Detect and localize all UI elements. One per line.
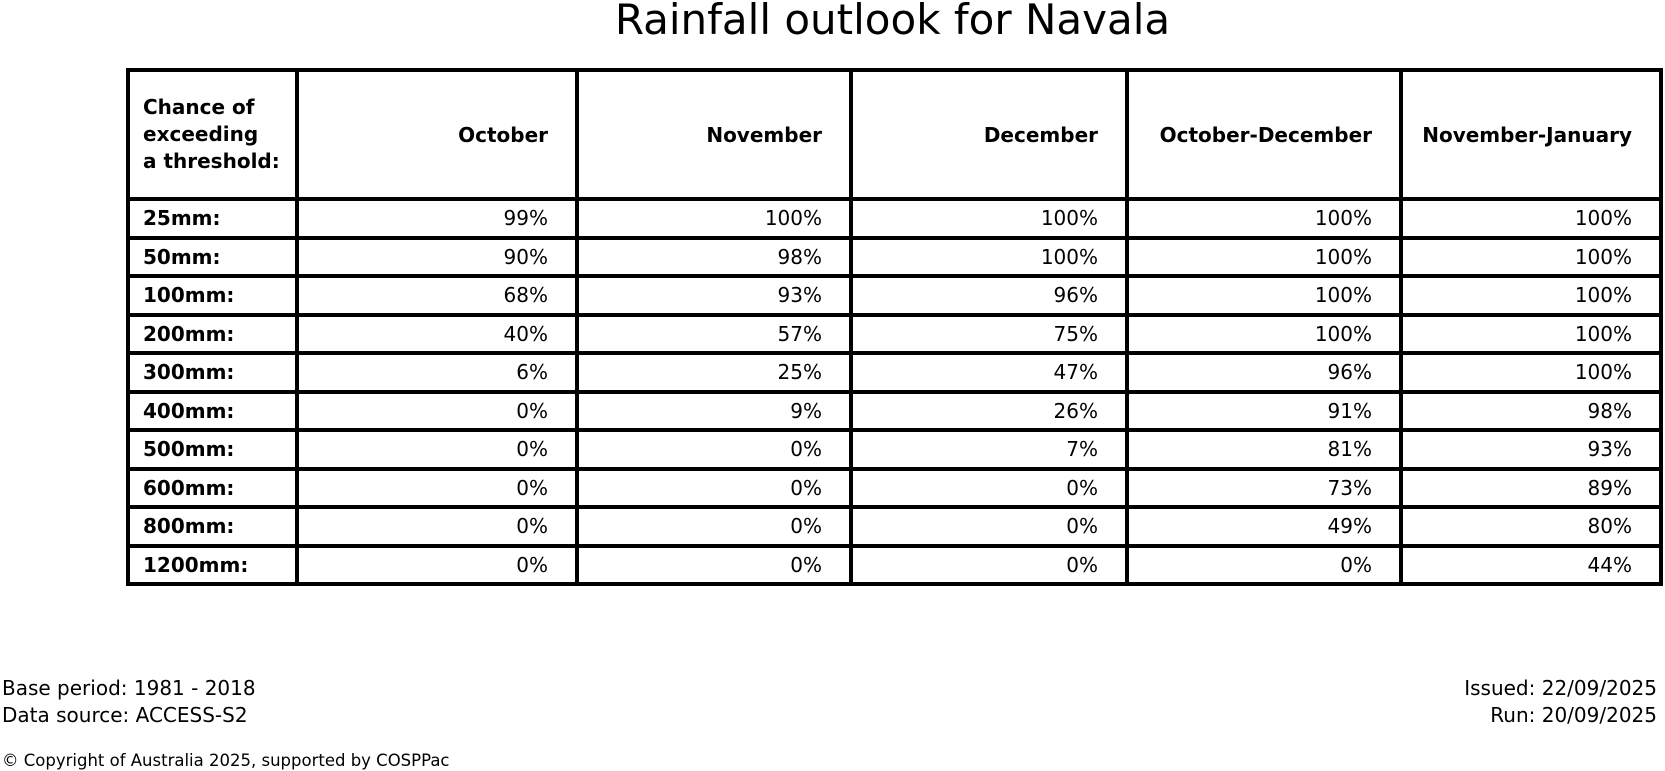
value-cell: 25% [575,351,853,394]
footer-right: Issued: 22/09/2025 Run: 20/09/2025 [1464,675,1657,729]
value-cell: 80% [1399,505,1663,548]
copyright-text: © Copyright of Australia 2025, supported… [2,751,450,770]
value-cell: 7% [849,428,1129,471]
value-cell: 57% [575,312,853,355]
issued-date-text: Issued: 22/09/2025 [1464,676,1657,700]
table-row: 1200mm: 0% 0% 0% 0% 44% [126,543,1663,586]
value-cell: 9% [575,389,853,432]
value-cell: 75% [849,312,1129,355]
value-cell: 100% [1125,312,1403,355]
column-header-november-january: November-January [1399,68,1663,201]
table-row: 400mm: 0% 9% 26% 91% 98% [126,389,1663,432]
threshold-label: 25mm: [126,197,299,240]
value-cell: 0% [1125,543,1403,586]
threshold-label: 200mm: [126,312,299,355]
value-cell: 0% [575,466,853,509]
threshold-label: 300mm: [126,351,299,394]
value-cell: 93% [1399,428,1663,471]
threshold-label: 500mm: [126,428,299,471]
threshold-label: 600mm: [126,466,299,509]
value-cell: 100% [1125,235,1403,278]
rainfall-outlook-table: Chance of exceeding a threshold: October… [126,68,1663,586]
value-cell: 99% [295,197,579,240]
value-cell: 93% [575,274,853,317]
data-source-text: Data source: ACCESS-S2 [2,703,248,727]
column-header-december: December [849,68,1129,201]
threshold-label: 50mm: [126,235,299,278]
threshold-label: 400mm: [126,389,299,432]
value-cell: 68% [295,274,579,317]
value-cell: 96% [849,274,1129,317]
value-cell: 91% [1125,389,1403,432]
column-header-october-december: October-December [1125,68,1403,201]
table-row: 500mm: 0% 0% 7% 81% 93% [126,428,1663,471]
table-row: 100mm: 68% 93% 96% 100% 100% [126,274,1663,317]
value-cell: 0% [849,505,1129,548]
value-cell: 0% [295,466,579,509]
value-cell: 73% [1125,466,1403,509]
run-date-text: Run: 20/09/2025 [1490,703,1657,727]
value-cell: 0% [849,543,1129,586]
table-row: 50mm: 90% 98% 100% 100% 100% [126,235,1663,278]
table-row: 200mm: 40% 57% 75% 100% 100% [126,312,1663,355]
table-header-row: Chance of exceeding a threshold: October… [126,68,1663,201]
value-cell: 44% [1399,543,1663,586]
value-cell: 26% [849,389,1129,432]
value-cell: 81% [1125,428,1403,471]
threshold-label: 1200mm: [126,543,299,586]
table-row: 800mm: 0% 0% 0% 49% 80% [126,505,1663,548]
threshold-label: 800mm: [126,505,299,548]
value-cell: 0% [849,466,1129,509]
corner-header: Chance of exceeding a threshold: [126,68,299,201]
value-cell: 89% [1399,466,1663,509]
value-cell: 47% [849,351,1129,394]
value-cell: 100% [1399,274,1663,317]
table-row: 600mm: 0% 0% 0% 73% 89% [126,466,1663,509]
value-cell: 100% [1399,312,1663,355]
value-cell: 0% [295,389,579,432]
value-cell: 100% [849,235,1129,278]
value-cell: 100% [1399,197,1663,240]
value-cell: 100% [1125,274,1403,317]
value-cell: 98% [575,235,853,278]
value-cell: 40% [295,312,579,355]
value-cell: 0% [295,543,579,586]
column-header-october: October [295,68,579,201]
value-cell: 96% [1125,351,1403,394]
value-cell: 6% [295,351,579,394]
value-cell: 100% [1399,235,1663,278]
value-cell: 0% [575,428,853,471]
value-cell: 0% [575,505,853,548]
value-cell: 100% [849,197,1129,240]
page-title: Rainfall outlook for Navala [614,0,1171,44]
base-period-text: Base period: 1981 - 2018 [2,676,256,700]
value-cell: 49% [1125,505,1403,548]
value-cell: 100% [1125,197,1403,240]
value-cell: 0% [295,505,579,548]
value-cell: 0% [575,543,853,586]
value-cell: 100% [1399,351,1663,394]
column-header-november: November [575,68,853,201]
value-cell: 90% [295,235,579,278]
footer-left: Base period: 1981 - 2018 Data source: AC… [2,675,256,729]
table-row: 300mm: 6% 25% 47% 96% 100% [126,351,1663,394]
table-row: 25mm: 99% 100% 100% 100% 100% [126,197,1663,240]
table-body: 25mm: 99% 100% 100% 100% 100% 50mm: 90% 98% 100% 1… [126,197,1663,586]
value-cell: 100% [575,197,853,240]
value-cell: 0% [295,428,579,471]
value-cell: 98% [1399,389,1663,432]
threshold-label: 100mm: [126,274,299,317]
